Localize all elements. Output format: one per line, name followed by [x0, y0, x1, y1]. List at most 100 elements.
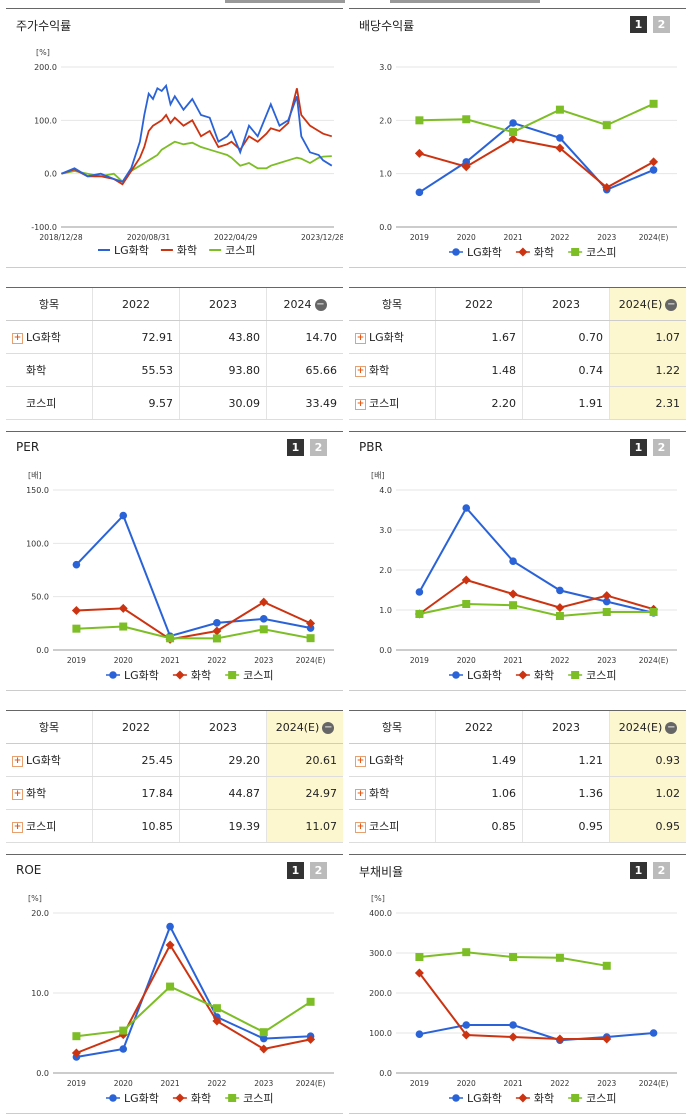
page-1-button[interactable]: 1 — [630, 862, 647, 879]
table-cell: 1.21 — [522, 743, 610, 777]
data-point — [556, 586, 564, 595]
data-point — [518, 670, 528, 680]
data-point — [649, 608, 658, 616]
data-point — [306, 618, 316, 628]
header-col-label: 2024(E) — [618, 297, 663, 311]
expand-icon[interactable]: + — [12, 755, 23, 767]
y-tick-label: 0.0 — [44, 170, 57, 179]
series-line — [418, 121, 654, 194]
page-1-button[interactable]: 1 — [630, 439, 647, 456]
page-1-button[interactable]: 1 — [630, 16, 647, 33]
y-tick-label: 1.0 — [379, 170, 392, 179]
table-cell: 0.74 — [522, 353, 610, 387]
table-cell: 0.93 — [609, 743, 686, 777]
expand-icon[interactable]: + — [355, 821, 366, 833]
x-tick-label: 2020 — [114, 1079, 133, 1088]
data-point — [555, 612, 564, 620]
panel-title: ROE — [16, 863, 42, 877]
data-point — [72, 1032, 81, 1041]
expand-icon[interactable]: + — [12, 788, 23, 800]
data-point — [452, 248, 460, 256]
data-point — [415, 953, 424, 961]
data-point — [166, 634, 175, 643]
expand-icon[interactable]: + — [355, 398, 366, 410]
y-tick-label: 300.0 — [369, 949, 392, 958]
data-point — [212, 1016, 222, 1026]
expand-icon[interactable]: + — [355, 332, 366, 344]
per-chart-panel: PER 1 2 [배] 0.0 50.0 100.0 150.0 2019 2020 2021… — [6, 431, 343, 691]
series-line — [76, 924, 311, 1058]
data-point — [259, 1044, 269, 1054]
data-point — [166, 922, 174, 931]
data-point — [72, 560, 81, 569]
expand-icon[interactable]: + — [12, 821, 23, 833]
legend-label: 코스피 — [586, 669, 616, 682]
table-cell: 1.07 — [609, 320, 686, 354]
y-tick-label: 50.0 — [31, 593, 49, 602]
expand-icon[interactable]: + — [355, 755, 366, 767]
legend-label: LG화학 — [114, 244, 149, 257]
data-point — [571, 671, 580, 679]
data-point — [602, 597, 611, 606]
collapse-icon[interactable]: − — [322, 721, 335, 734]
page-2-button[interactable]: 2 — [310, 862, 327, 879]
x-tick-label: 2019 — [410, 1079, 429, 1088]
data-point — [555, 1034, 565, 1044]
y-tick-label: 0.0 — [379, 1069, 392, 1078]
table-row: + LG화학 25.45 29.20 20.61 — [6, 743, 343, 777]
page-1-button[interactable]: 1 — [287, 439, 304, 456]
collapse-icon[interactable]: − — [665, 298, 678, 311]
header-col: 2022 — [435, 710, 523, 744]
data-point — [306, 997, 315, 1006]
data-point — [71, 1048, 81, 1058]
page-2-button[interactable]: 2 — [653, 862, 670, 879]
roe-chart-panel: ROE 1 2 [%] 0.0 10.0 20.0 2019 2020 2021 2022 20… — [6, 854, 343, 1114]
table-cell: 65.66 — [266, 353, 343, 387]
data-point — [452, 671, 460, 679]
expand-icon[interactable]: + — [355, 788, 366, 800]
page-2-button[interactable]: 2 — [310, 439, 327, 456]
y-unit-label: [%] — [371, 894, 385, 903]
series-line — [418, 506, 654, 614]
data-point — [461, 575, 471, 585]
data-point — [509, 601, 518, 610]
data-point — [555, 603, 565, 613]
table-cell: 30.09 — [179, 386, 267, 420]
expand-icon[interactable]: + — [12, 332, 23, 344]
table-cell: 2.31 — [609, 386, 686, 420]
collapse-icon[interactable]: − — [665, 721, 678, 734]
header-col: 2023 — [522, 710, 610, 744]
data-point — [462, 504, 471, 512]
header-col: 2022 — [435, 287, 523, 321]
data-point — [602, 608, 611, 616]
x-tick-label: 2024(E) — [639, 1079, 669, 1088]
legend-label: 화학 — [534, 1092, 554, 1105]
page-1-button[interactable]: 1 — [287, 862, 304, 879]
data-point — [602, 961, 611, 970]
data-point — [166, 982, 175, 991]
table-cell: 2.20 — [435, 386, 523, 420]
x-tick-label: 2020 — [457, 656, 476, 665]
legend-label: 코스피 — [586, 1092, 616, 1105]
row-label: 화학 — [6, 353, 93, 387]
page-2-button[interactable]: 2 — [653, 439, 670, 456]
table-cell: 1.48 — [435, 353, 523, 387]
y-unit-label: [%] — [28, 894, 42, 903]
expand-icon[interactable]: + — [355, 365, 366, 377]
table-cell: 33.49 — [266, 386, 343, 420]
y-tick-label: -100.0 — [31, 223, 57, 232]
debt-chart: [%] 0.0 100.0 200.0 300.0 400.0 2019 2020 2021 20… — [369, 894, 677, 1105]
data-point — [462, 115, 471, 124]
data-point — [119, 1026, 128, 1035]
data-point — [555, 143, 565, 153]
table-cell: 29.20 — [179, 743, 267, 777]
data-point — [415, 188, 424, 197]
data-point — [119, 1045, 128, 1053]
x-tick-label: 2022 — [550, 656, 569, 665]
header-col-label: 2024 — [283, 297, 312, 311]
data-point — [509, 119, 517, 127]
collapse-icon[interactable]: − — [314, 298, 327, 311]
return-chart-panel: 주가수익률 [%] -100.0 0.0 100.0 200.0 2018/12/28 20… — [6, 8, 343, 268]
data-point — [571, 248, 580, 256]
page-2-button[interactable]: 2 — [653, 16, 670, 33]
